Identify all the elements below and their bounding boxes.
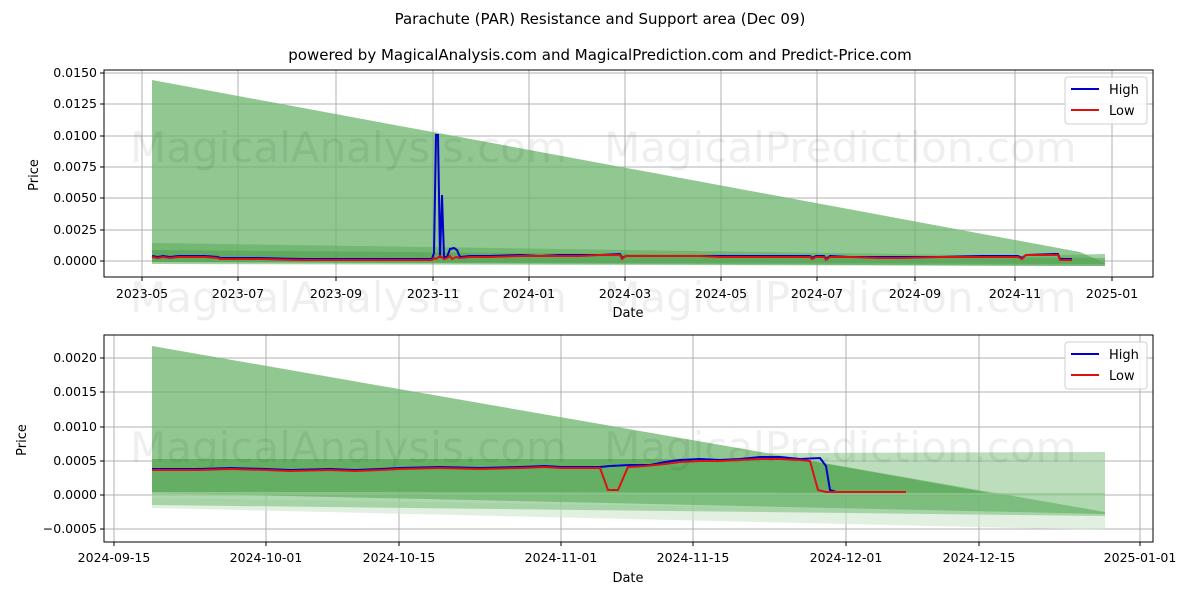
chart-subtitle: powered by MagicalAnalysis.com and Magic… <box>288 46 912 64</box>
chart-title: Parachute (PAR) Resistance and Support a… <box>394 10 806 28</box>
svg-text:−0.0005: −0.0005 <box>43 521 97 536</box>
svg-text:0.0015: 0.0015 <box>53 384 97 399</box>
svg-text:2024-12-01: 2024-12-01 <box>810 550 883 565</box>
top-axes-frame <box>103 69 1154 278</box>
bottom-chart: MagicalAnalysis.com MagicalPrediction.co… <box>15 334 1177 586</box>
top-y-tick-labels: 0.0150 0.0125 0.0100 0.0075 0.0050 0.002… <box>53 65 97 268</box>
watermark-magicalanalysis-3: MagicalAnalysis.com <box>130 423 567 472</box>
watermark-magicalanalysis-2: MagicalAnalysis.com <box>130 273 567 322</box>
svg-text:0.0125: 0.0125 <box>53 96 97 111</box>
watermark-magicalprediction-2: MagicalPrediction.com <box>604 273 1077 322</box>
svg-text:2024-10-01: 2024-10-01 <box>230 550 303 565</box>
top-y-axis-label: Price <box>27 159 42 191</box>
svg-text:2024-09: 2024-09 <box>889 286 941 301</box>
top-x-tick-labels: 2023-05 2023-07 2023-09 2023-11 2024-01 … <box>116 286 1138 301</box>
svg-text:2024-11-01: 2024-11-01 <box>525 550 598 565</box>
svg-text:0.0000: 0.0000 <box>53 487 97 502</box>
svg-text:0.0000: 0.0000 <box>53 253 97 268</box>
watermark-magicalanalysis: MagicalAnalysis.com <box>130 123 567 172</box>
bottom-low-line <box>152 458 906 493</box>
svg-text:2024-11: 2024-11 <box>989 286 1041 301</box>
bottom-legend: High Low <box>1064 341 1148 390</box>
bottom-y-axis-label: Price <box>15 424 30 456</box>
legend-high-label: High <box>1109 83 1139 98</box>
legend-low-label-bottom: Low <box>1109 369 1135 384</box>
svg-text:2025-01: 2025-01 <box>1086 286 1138 301</box>
resistance-band <box>152 80 1105 266</box>
watermark-magicalprediction: MagicalPrediction.com <box>604 123 1077 172</box>
svg-text:0.0050: 0.0050 <box>53 190 97 205</box>
top-legend: High Low <box>1064 76 1148 125</box>
svg-text:2024-07: 2024-07 <box>791 286 843 301</box>
svg-text:0.0010: 0.0010 <box>53 419 97 434</box>
bottom-axes-frame <box>103 334 1154 543</box>
svg-text:2024-09-15: 2024-09-15 <box>78 550 151 565</box>
watermark-magicalprediction-3: MagicalPrediction.com <box>604 423 1077 472</box>
svg-text:2024-11-15: 2024-11-15 <box>657 550 730 565</box>
svg-text:2024-10-15: 2024-10-15 <box>363 550 436 565</box>
top-x-axis-label: Date <box>612 306 643 321</box>
svg-text:0.0020: 0.0020 <box>53 350 97 365</box>
svg-text:2025-01-01: 2025-01-01 <box>1104 550 1177 565</box>
bottom-x-tick-labels: 2024-09-15 2024-10-01 2024-10-15 2024-11… <box>78 550 1177 565</box>
legend-low-label: Low <box>1109 104 1135 119</box>
svg-text:2024-12-15: 2024-12-15 <box>943 550 1016 565</box>
svg-text:2023-11: 2023-11 <box>407 286 459 301</box>
svg-text:2024-03: 2024-03 <box>599 286 651 301</box>
bottom-x-axis-label: Date <box>612 571 643 586</box>
svg-text:0.0100: 0.0100 <box>53 128 97 143</box>
svg-text:2023-07: 2023-07 <box>212 286 264 301</box>
legend-high-label-bottom: High <box>1109 348 1139 363</box>
svg-text:2024-05: 2024-05 <box>695 286 747 301</box>
svg-text:0.0005: 0.0005 <box>53 453 97 468</box>
svg-text:0.0150: 0.0150 <box>53 65 97 80</box>
svg-text:2023-09: 2023-09 <box>310 286 362 301</box>
top-chart: MagicalAnalysis.com MagicalPrediction.co… <box>27 65 1154 322</box>
svg-text:0.0025: 0.0025 <box>53 222 97 237</box>
core-support-band <box>152 459 990 493</box>
svg-text:2023-05: 2023-05 <box>116 286 168 301</box>
top-low-line <box>151 254 1072 262</box>
bottom-y-tick-labels: 0.0020 0.0015 0.0010 0.0005 0.0000 −0.00… <box>43 350 97 536</box>
svg-text:2024-01: 2024-01 <box>503 286 555 301</box>
svg-text:0.0075: 0.0075 <box>53 159 97 174</box>
